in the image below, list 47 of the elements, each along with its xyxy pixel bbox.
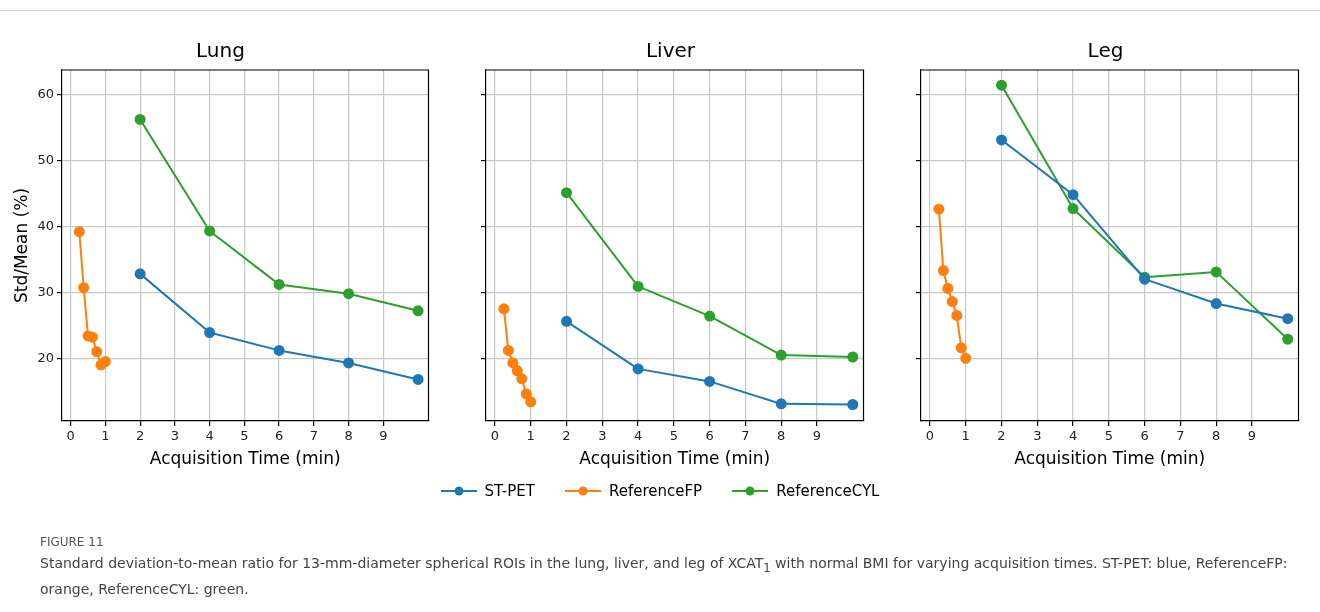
y-tick-label: 30 xyxy=(37,284,54,300)
x-tick-label: 4 xyxy=(205,428,214,444)
x-tick-label: 3 xyxy=(1033,428,1042,444)
x-tick-label: 5 xyxy=(669,428,678,444)
chart-title: Liver xyxy=(645,38,696,63)
y-tick-label: 40 xyxy=(37,218,54,234)
x-tick-label: 1 xyxy=(101,428,110,444)
x-tick-label: 8 xyxy=(777,428,786,444)
x-tick-label: 6 xyxy=(274,428,284,444)
x-tick-label: 3 xyxy=(170,428,179,444)
y-tick-label: 50 xyxy=(37,152,54,168)
x-axis-title: Acquisition Time (min) xyxy=(1014,448,1206,469)
x-tick-label: 6 xyxy=(705,428,714,444)
x-axis-title: Acquisition Time (min) xyxy=(149,448,341,469)
x-tick-label: 9 xyxy=(1247,428,1257,444)
x-tick-label: 7 xyxy=(741,428,750,444)
x-tick-label: 8 xyxy=(344,428,353,444)
x-tick-label: 6 xyxy=(1140,428,1149,444)
chart-title: Leg xyxy=(1087,38,1124,63)
x-tick-label: 9 xyxy=(379,428,388,444)
y-tick-label: 20 xyxy=(37,350,54,366)
caption: FIGURE 11 xyxy=(40,534,105,551)
x-tick-label: 7 xyxy=(1176,428,1185,444)
x-tick-label: 4 xyxy=(633,428,643,444)
text: Standard deviation-to-mean ratio for 13-mm-diameter spherical ROIs in the lung, liver, and leg of XCAT$_{1}$ with normal BMI for varying acquisition times. ST-PET: blue, ReferenceFP: orange, ReferenceCYL: green. xyxy=(40,555,1288,597)
x-tick-label: 1 xyxy=(961,428,970,444)
x-tick-label: 3 xyxy=(598,428,607,444)
y-axis-title: Std/Mean (%) xyxy=(10,187,31,304)
x-tick-label: 4 xyxy=(1068,428,1078,444)
x-tick-label: 5 xyxy=(1104,428,1113,444)
x-tick-label: 0 xyxy=(66,428,75,444)
legend-label: ReferenceCYL xyxy=(776,482,880,500)
chart-title: Lung xyxy=(196,38,245,63)
x-tick-label: 9 xyxy=(812,428,822,444)
x-tick-label: 2 xyxy=(135,428,145,444)
x-tick-label: 5 xyxy=(240,428,249,444)
x-tick-label: 1 xyxy=(526,428,535,444)
x-tick-label: 0 xyxy=(925,428,935,444)
x-tick-label: 7 xyxy=(309,428,318,444)
legend-label: ST-PET xyxy=(484,482,535,500)
y-tick-label: 60 xyxy=(37,86,54,102)
x-tick-label: 2 xyxy=(997,428,1006,444)
legend-label: ReferenceFP xyxy=(608,482,703,500)
x-axis-title: Acquisition Time (min) xyxy=(579,448,771,469)
x-tick-label: 2 xyxy=(562,428,571,444)
x-tick-label: 0 xyxy=(490,428,500,444)
x-tick-label: 8 xyxy=(1212,428,1221,444)
